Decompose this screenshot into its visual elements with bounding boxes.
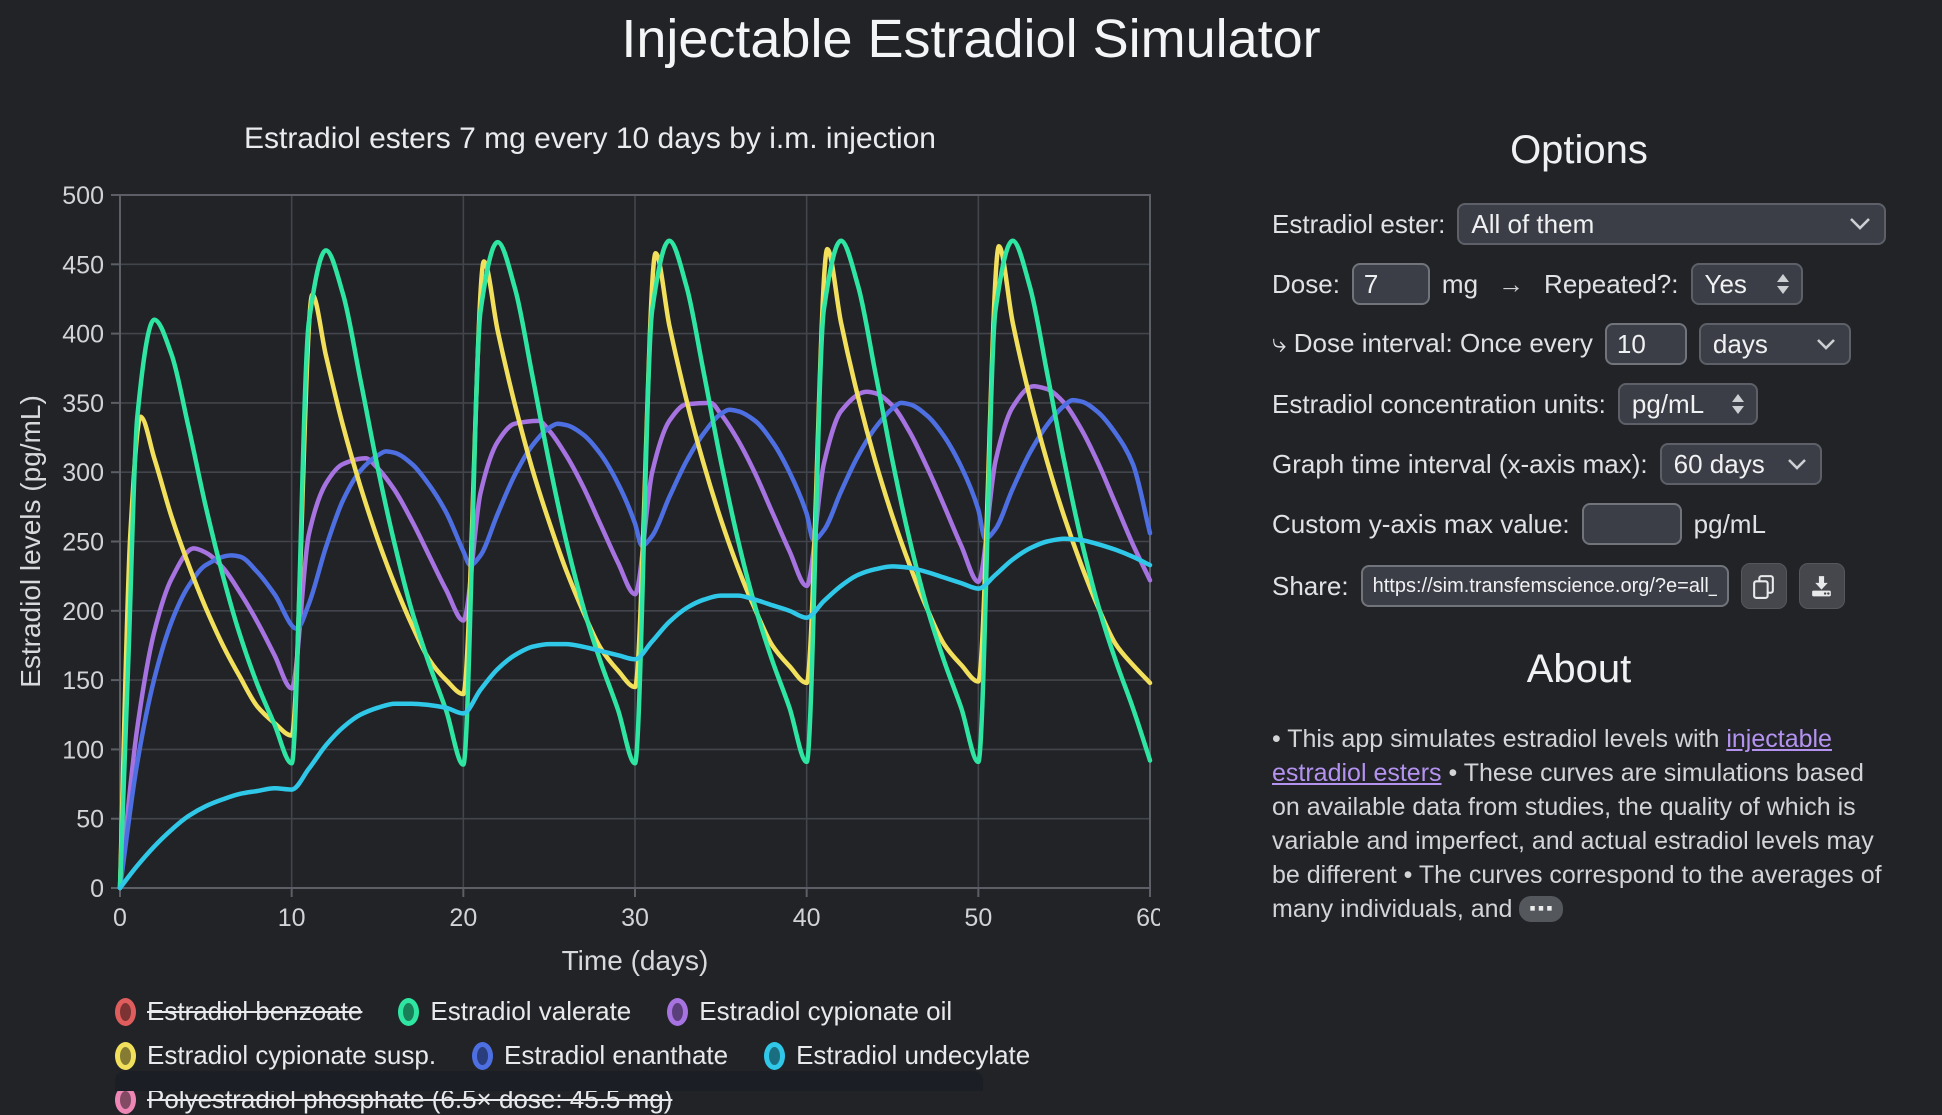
- x-tick-label: 20: [449, 904, 477, 932]
- series-estradiol-cypionate-oil: [117, 384, 1153, 891]
- units-row: Estradiol concentration units: pg/mL: [1272, 383, 1886, 425]
- interval-label: ⤷ Dose interval: Once every: [1272, 328, 1593, 358]
- x-tick-label: 10: [278, 904, 306, 932]
- x-tick-label: 60: [1136, 904, 1160, 932]
- y-tick-label: 100: [62, 736, 104, 764]
- download-button[interactable]: [1798, 563, 1845, 609]
- chevron-down-icon: [1817, 338, 1835, 350]
- series-estradiol-valerate: [117, 238, 1153, 891]
- x-axis-title: Time (days): [562, 945, 709, 976]
- about-heading: About: [1526, 647, 1632, 691]
- y-tick-label: 350: [62, 390, 104, 418]
- legend-item[interactable]: Estradiol benzoate: [115, 996, 362, 1027]
- y-tick-label: 200: [62, 598, 104, 626]
- dose-unit-label: mg: [1441, 268, 1479, 299]
- chevron-down-icon: [1787, 458, 1806, 470]
- units-label: Estradiol concentration units:: [1272, 388, 1606, 419]
- x-tick-label: 0: [113, 904, 127, 932]
- injectable-esters-link[interactable]: injectable estradiol esters: [1272, 725, 1832, 787]
- repeated-label: Repeated?:: [1544, 268, 1679, 299]
- legend-item-label: Estradiol cypionate susp.: [147, 1040, 437, 1070]
- x-tick-label: 30: [621, 904, 649, 932]
- interval-unit-value: days: [1712, 328, 1768, 359]
- units-select[interactable]: pg/mL: [1617, 383, 1758, 425]
- arrow-right-icon: →: [1498, 268, 1525, 299]
- ester-select-value: All of them: [1471, 208, 1595, 239]
- interval-row: ⤷ Dose interval: Once every days: [1272, 323, 1886, 365]
- y-tick-label: 450: [62, 251, 104, 279]
- legend-item[interactable]: Estradiol undecylate: [764, 1040, 1030, 1071]
- ester-label: Estradiol ester:: [1272, 208, 1446, 239]
- estradiol-chart[interactable]: 0 10 20 30 40 50 60 0 50 100 150 200 250 300 350 400 450…: [10, 148, 1160, 993]
- legend-marker-icon: [398, 997, 420, 1026]
- copy-icon: [1753, 574, 1774, 599]
- interval-input[interactable]: [1604, 323, 1687, 365]
- x-tick-label: 40: [793, 904, 821, 932]
- about-text-1: • This app simulates estradiol levels wi…: [1272, 725, 1727, 753]
- share-row: Share:: [1272, 563, 1886, 609]
- copy-link-button[interactable]: [1740, 563, 1787, 609]
- legend-item-label: Estradiol benzoate: [147, 996, 363, 1026]
- about-paragraph: • This app simulates estradiol levels wi…: [1272, 722, 1886, 926]
- legend-item-label: Estradiol enanthate: [504, 1040, 729, 1070]
- y-tick-label: 250: [62, 529, 104, 557]
- ymax-input[interactable]: [1581, 503, 1682, 545]
- legend-item[interactable]: Estradiol enanthate: [472, 1040, 728, 1071]
- ymax-label: Custom y-axis max value:: [1272, 508, 1570, 539]
- legend-marker-icon: [115, 997, 136, 1026]
- series-estradiol-cypionate-susp-: [117, 244, 1153, 891]
- legend-item[interactable]: Estradiol valerate: [398, 996, 631, 1027]
- legend-marker-icon: [472, 1041, 494, 1070]
- dose-label: Dose:: [1272, 268, 1340, 299]
- time-interval-select[interactable]: 60 days: [1659, 443, 1822, 485]
- y-tick-label: 400: [62, 321, 104, 349]
- units-select-value: pg/mL: [1631, 388, 1705, 419]
- legend-marker-icon: [115, 1041, 136, 1070]
- dose-input[interactable]: [1351, 263, 1430, 305]
- y-tick-label: 0: [90, 875, 104, 903]
- time-interval-row: Graph time interval (x-axis max): 60 day…: [1272, 443, 1886, 485]
- legend-item-label: Estradiol valerate: [430, 996, 632, 1026]
- below-fold-panel: [115, 1071, 983, 1091]
- interval-unit-select[interactable]: days: [1698, 323, 1851, 365]
- page-title: Injectable Estradiol Simulator: [621, 9, 1321, 69]
- share-label: Share:: [1272, 570, 1349, 601]
- chart-title: Estradiol esters 7 mg every 10 days by i…: [244, 122, 936, 155]
- stepper-arrows-icon: [1731, 394, 1744, 414]
- series-estradiol-undecylate: [117, 536, 1153, 891]
- ymax-row: Custom y-axis max value: pg/mL: [1272, 503, 1886, 545]
- legend-marker-icon: [764, 1041, 786, 1070]
- ymax-unit-label: pg/mL: [1693, 508, 1766, 539]
- y-tick-label: 50: [76, 806, 104, 834]
- share-url-input[interactable]: [1360, 565, 1729, 607]
- repeated-select[interactable]: Yes: [1690, 263, 1803, 305]
- legend-item[interactable]: Estradiol cypionate oil: [667, 996, 952, 1027]
- legend-marker-icon: [667, 997, 689, 1026]
- options-heading: Options: [1510, 128, 1648, 172]
- time-interval-value: 60 days: [1673, 448, 1765, 479]
- y-tick-label: 300: [62, 459, 104, 487]
- dose-row: Dose: mg → Repeated?: Yes: [1272, 263, 1886, 305]
- y-tick-label: 150: [62, 667, 104, 695]
- options-panel: Options Estradiol ester: All of them Dos…: [1272, 128, 1886, 926]
- show-more-button[interactable]: ⋯: [1519, 896, 1564, 922]
- chevron-down-icon: [1850, 218, 1870, 230]
- ester-select[interactable]: All of them: [1457, 203, 1886, 245]
- y-axis-title: Estradiol levels (pg/mL): [15, 395, 46, 688]
- ester-row: Estradiol ester: All of them: [1272, 203, 1886, 245]
- time-interval-label: Graph time interval (x-axis max):: [1272, 448, 1648, 479]
- download-icon: [1812, 575, 1831, 596]
- legend-item-label: Estradiol cypionate oil: [699, 996, 953, 1026]
- stepper-arrows-icon: [1776, 274, 1789, 294]
- about-text-2: • These curves are simulations based on …: [1272, 759, 1882, 923]
- chart-legend: Estradiol benzoate Estradiol valerate Estr…: [115, 996, 1125, 1115]
- legend-item-label: Estradiol undecylate: [796, 1040, 1031, 1070]
- x-tick-label: 50: [964, 904, 992, 932]
- y-tick-label: 500: [62, 182, 104, 210]
- legend-item[interactable]: Estradiol cypionate susp.: [115, 1040, 436, 1071]
- repeated-select-value: Yes: [1704, 268, 1747, 299]
